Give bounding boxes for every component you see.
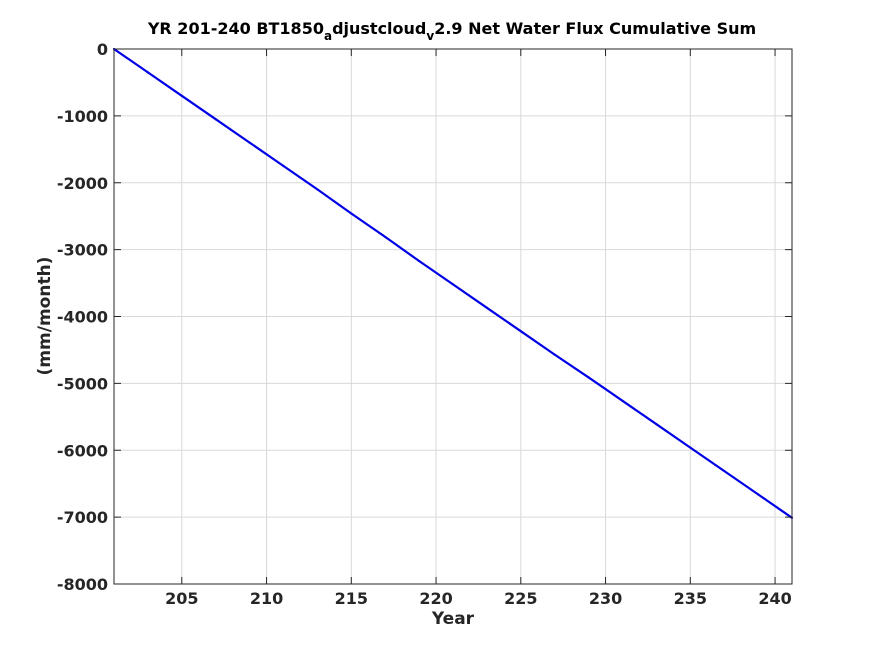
y-tick-label: -3000 xyxy=(57,241,108,260)
y-tick-label: -8000 xyxy=(57,575,108,594)
data-point xyxy=(723,469,726,473)
data-point xyxy=(384,235,387,239)
x-axis-label: Year xyxy=(431,609,475,629)
y-tick-label: -6000 xyxy=(57,441,108,460)
x-tick-label: 235 xyxy=(674,589,707,608)
data-point xyxy=(146,71,149,74)
data-point xyxy=(485,306,488,309)
y-tick-label: -5000 xyxy=(57,374,108,393)
x-tick-label: 225 xyxy=(504,589,537,608)
grid xyxy=(114,48,792,585)
x-tick-label: 215 xyxy=(335,589,368,608)
y-tick-label: -2000 xyxy=(57,174,108,193)
data-point xyxy=(451,283,455,286)
data-point xyxy=(621,399,624,402)
chart-title: YR 201-240 BT1850adjustcloudv2.9 Net Wat… xyxy=(147,19,756,43)
y-axis-label: (mm/month) xyxy=(35,257,55,376)
x-tick-label: 210 xyxy=(250,589,283,608)
data-point xyxy=(689,446,692,449)
y-tick-label: 0 xyxy=(97,40,108,59)
data-point xyxy=(418,259,421,263)
data-point xyxy=(553,353,556,356)
data-point xyxy=(655,423,658,426)
data-point xyxy=(248,141,251,144)
data-point xyxy=(519,330,522,333)
y-tick-label: -1000 xyxy=(57,107,108,126)
data-point xyxy=(180,94,183,97)
ticks: 205 210 215 220 225 230 235 240 0 -1000 -2000 -3000… xyxy=(57,40,792,608)
x-tick-label: 230 xyxy=(589,589,622,608)
data-point xyxy=(214,118,217,121)
data-point xyxy=(316,188,319,191)
y-tick-label: -4000 xyxy=(57,308,108,327)
data-point xyxy=(587,376,590,379)
data-point xyxy=(282,164,285,168)
x-tick-label: 205 xyxy=(165,589,198,608)
data-point xyxy=(757,493,760,496)
series-layer xyxy=(112,47,794,519)
data-point xyxy=(350,212,353,215)
x-tick-label: 240 xyxy=(758,589,791,608)
x-tick-label: 220 xyxy=(419,589,452,608)
y-tick-label: -7000 xyxy=(57,508,108,527)
